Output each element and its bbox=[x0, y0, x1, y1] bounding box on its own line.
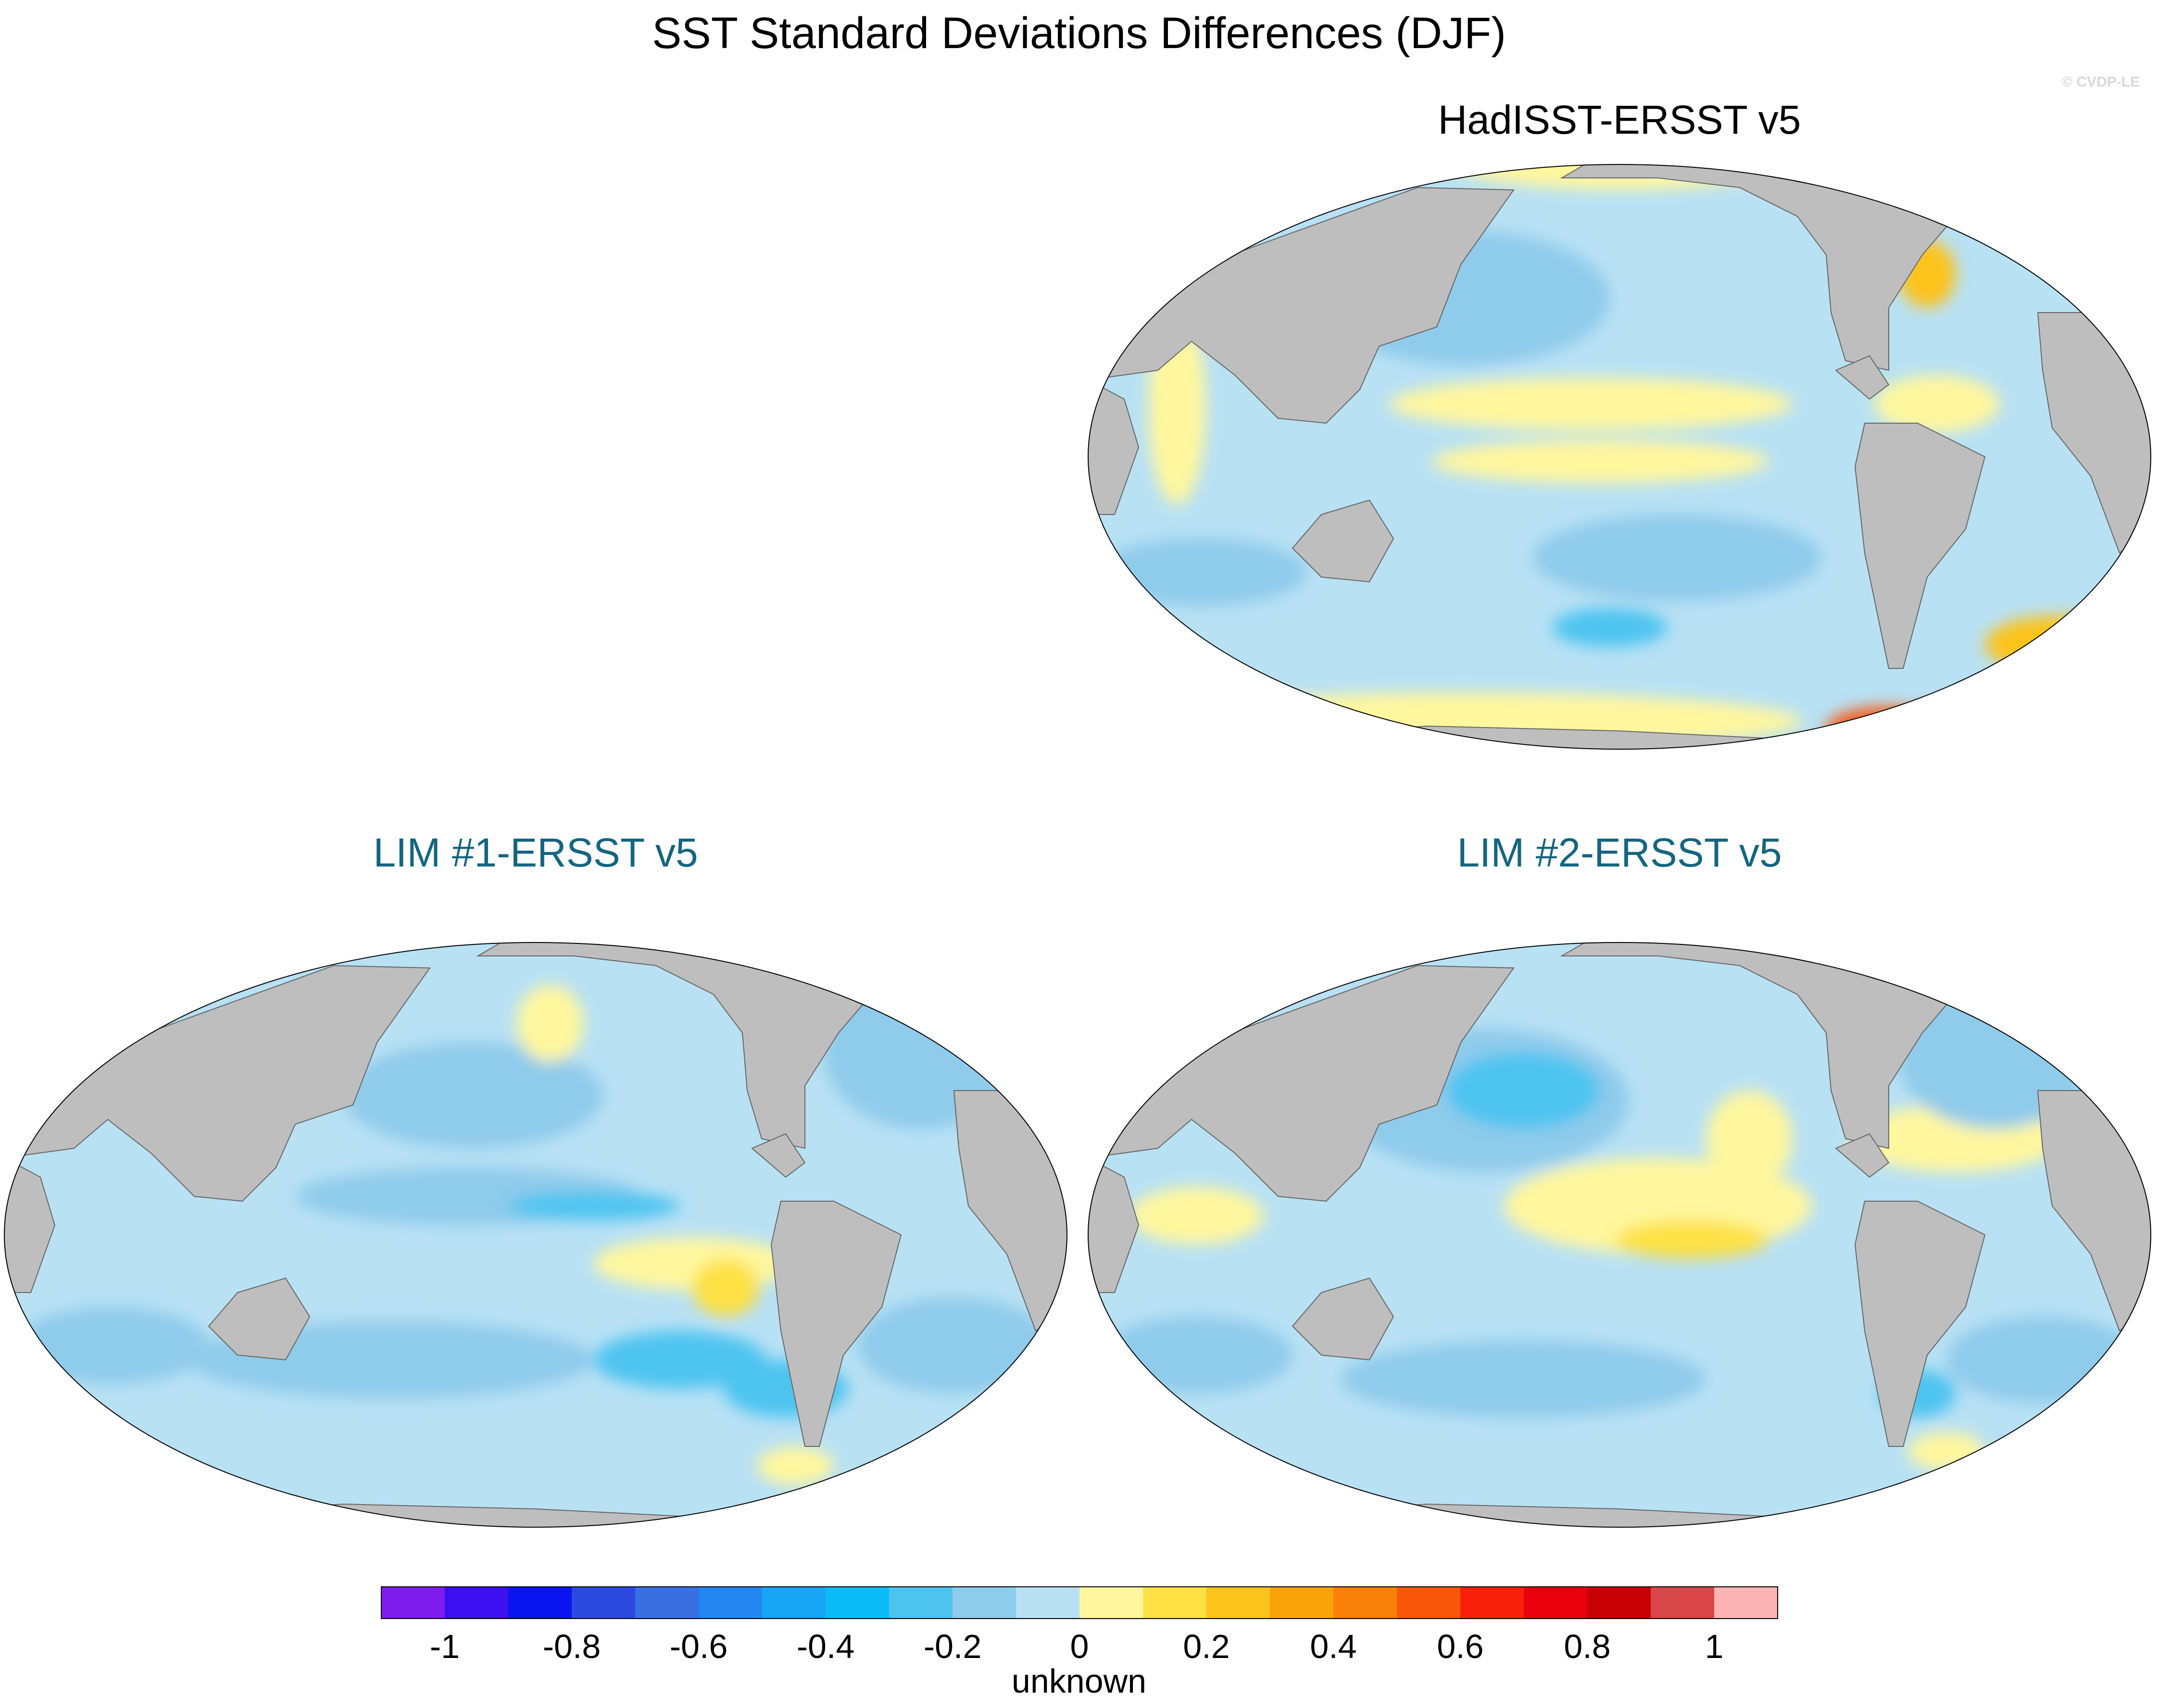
colorbar: -1 -0.8 -0.6 -0.4 -0.2 0 0.2 0.4 0.6 0.8 1 unknown bbox=[381, 1586, 1778, 1700]
colorbar-box bbox=[445, 1587, 509, 1619]
panel-hadisst: HadISST-ERSST v5 bbox=[1088, 97, 2151, 750]
colorbar-box bbox=[1016, 1587, 1080, 1619]
colorbar-box bbox=[953, 1587, 1016, 1619]
colorbar-tick-label: 1 bbox=[1705, 1628, 1724, 1665]
colorbar-box bbox=[1270, 1587, 1334, 1619]
colorbar-box bbox=[508, 1587, 572, 1619]
colorbar-box bbox=[762, 1587, 826, 1619]
colorbar-box bbox=[889, 1587, 953, 1619]
panel-title-lim1: LIM #1-ERSST v5 bbox=[373, 830, 698, 875]
map-border-lim1 bbox=[4, 942, 1067, 1528]
colorbar-tick-label: 0 bbox=[1070, 1628, 1089, 1665]
colorbar-box bbox=[1524, 1587, 1588, 1619]
colorbar-box bbox=[1333, 1587, 1397, 1619]
colorbar-box bbox=[1651, 1587, 1715, 1619]
colorbar-box bbox=[1714, 1587, 1778, 1619]
map-lim1 bbox=[4, 942, 1067, 1527]
colorbar-boxes bbox=[381, 1587, 1778, 1619]
panel-title-hadisst: HadISST-ERSST v5 bbox=[1438, 97, 1801, 142]
panel-title-lim2: LIM #2-ERSST v5 bbox=[1457, 830, 1782, 875]
panel-lim1: LIM #1-ERSST v5 bbox=[4, 830, 1067, 1528]
colorbar-tick-label: -0.8 bbox=[543, 1628, 601, 1665]
map-border-lim2 bbox=[1088, 942, 2151, 1528]
colorbar-box bbox=[1206, 1587, 1270, 1619]
colorbar-tick-label: -1 bbox=[430, 1628, 460, 1665]
colorbar-box bbox=[1079, 1587, 1143, 1619]
colorbar-tick-labels: -1 -0.8 -0.6 -0.4 -0.2 0 0.2 0.4 0.6 0.8 1 bbox=[430, 1628, 1724, 1665]
map-lim2 bbox=[1088, 942, 2151, 1527]
colorbar-tick-label: 0.6 bbox=[1437, 1628, 1483, 1665]
colorbar-tick-label: -0.6 bbox=[670, 1628, 728, 1665]
colorbar-box bbox=[826, 1587, 890, 1619]
colorbar-box bbox=[635, 1587, 699, 1619]
colorbar-tick-label: -0.4 bbox=[797, 1628, 855, 1665]
colorbar-tick-label: -0.2 bbox=[924, 1628, 982, 1665]
colorbar-box bbox=[1397, 1587, 1461, 1619]
colorbar-box bbox=[572, 1587, 636, 1619]
colorbar-tick-label: 0.4 bbox=[1310, 1628, 1356, 1665]
colorbar-box bbox=[1143, 1587, 1207, 1619]
map-border-hadisst bbox=[1088, 164, 2151, 750]
colorbar-tick-label: 0.2 bbox=[1183, 1628, 1230, 1665]
figure-title: SST Standard Deviations Differences (DJF… bbox=[652, 9, 1506, 58]
colorbar-box bbox=[381, 1587, 445, 1619]
colorbar-frame bbox=[381, 1586, 1778, 1619]
colorbar-tick-label: 0.8 bbox=[1564, 1628, 1610, 1665]
colorbar-box bbox=[1460, 1587, 1524, 1619]
watermark: © CVDP-LE bbox=[2062, 74, 2140, 90]
colorbar-units: unknown bbox=[1012, 1662, 1146, 1700]
panel-lim2: LIM #2-ERSST v5 bbox=[1088, 830, 2151, 1528]
colorbar-box bbox=[1587, 1587, 1651, 1619]
map-hadisst bbox=[1088, 164, 2151, 749]
colorbar-box bbox=[699, 1587, 763, 1619]
